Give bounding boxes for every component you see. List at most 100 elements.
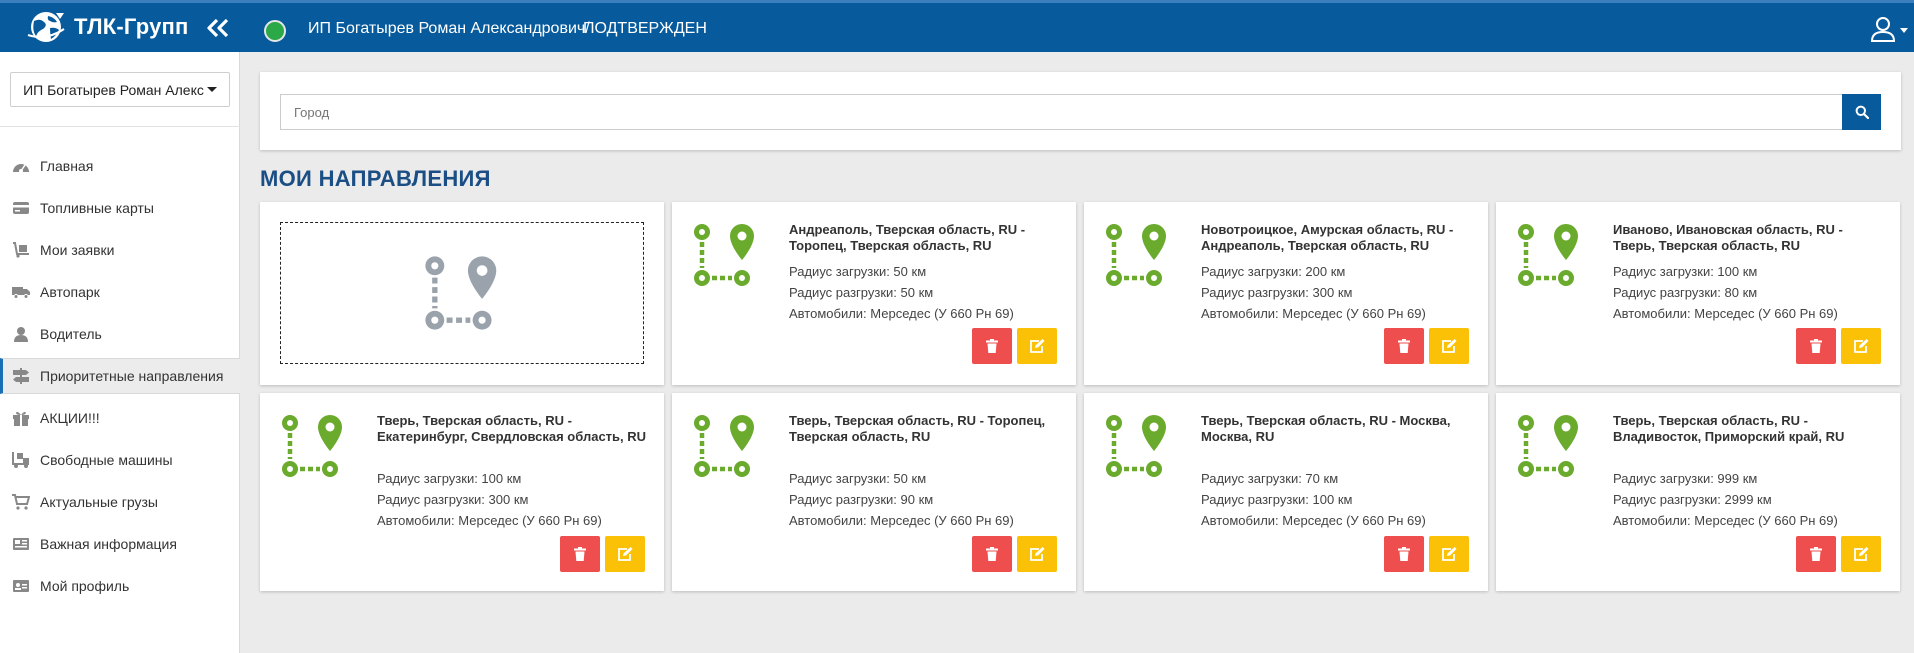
edit-route-button[interactable] xyxy=(1841,536,1881,572)
newspaper-icon xyxy=(13,538,29,550)
edit-route-button[interactable] xyxy=(1017,536,1057,572)
add-route-button[interactable] xyxy=(280,222,644,364)
city-search-input[interactable] xyxy=(280,94,1842,130)
dashboard-icon xyxy=(13,164,29,173)
company-select-value: ИП Богатырев Роман Алекс xyxy=(23,81,204,98)
edit-route-button[interactable] xyxy=(1841,328,1881,364)
collapse-sidebar-icon[interactable] xyxy=(205,16,231,40)
route-title: Андреаполь, Тверская область, RU - Тороп… xyxy=(789,222,1026,253)
route-icon xyxy=(694,224,754,286)
signpost-icon xyxy=(13,368,29,384)
caret-down-icon xyxy=(206,87,217,92)
company-select[interactable]: ИП Богатырев Роман Алекс xyxy=(10,72,230,107)
route-vehicles: Автомобили: Мерседес (У 660 Рн 69) xyxy=(1613,513,1838,528)
route-card: Иваново, Ивановская область, RU - Тверь,… xyxy=(1496,202,1900,385)
load-radius: Радиус загрузки: 70 км xyxy=(1201,471,1339,486)
route-title: Тверь, Тверская область, RU - Владивосто… xyxy=(1613,413,1845,444)
user-menu-icon[interactable] xyxy=(1869,15,1909,43)
sidebar: ИП Богатырев Роман Алекс Главная Топливн… xyxy=(0,52,240,653)
sidebar-item-fleet[interactable]: Автопарк xyxy=(0,274,240,310)
route-card: Тверь, Тверская область, RU - Торопец, Т… xyxy=(672,393,1076,591)
unload-radius: Радиус разгрузки: 2999 км xyxy=(1613,492,1772,507)
edit-icon xyxy=(1030,338,1045,353)
sidebar-item-priority-routes[interactable]: Приоритетные направления xyxy=(0,358,240,394)
owner-status: ПОДТВЕРЖДЕН xyxy=(583,20,707,37)
add-route-card xyxy=(260,202,664,385)
sidebar-item-free-vehicles[interactable]: Свободные машины xyxy=(0,442,240,478)
sidebar-item-current-cargo[interactable]: Актуальные грузы xyxy=(0,484,240,520)
sidebar-item-promotions[interactable]: АКЦИИ!!! xyxy=(0,400,240,436)
edit-route-button[interactable] xyxy=(1429,536,1469,572)
edit-icon xyxy=(618,546,633,561)
user-icon xyxy=(14,327,28,342)
delete-route-button[interactable] xyxy=(1384,536,1424,572)
sidebar-item-fuel-cards[interactable]: Топливные карты xyxy=(0,190,240,226)
top-bar: ТЛК-Групп ИП Богатырев Роман Александров… xyxy=(0,0,1914,52)
search-icon xyxy=(1855,105,1869,119)
route-card: Новотроицкое, Амурская область, RU - Анд… xyxy=(1084,202,1488,385)
route-title: Иваново, Ивановская область, RU - Тверь,… xyxy=(1613,222,1843,253)
route-vehicles: Автомобили: Мерседес (У 660 Рн 69) xyxy=(1613,306,1838,321)
route-icon xyxy=(1106,224,1166,286)
unload-radius: Радиус разгрузки: 300 км xyxy=(1201,285,1353,300)
credit-card-icon xyxy=(13,202,29,214)
edit-route-button[interactable] xyxy=(605,536,645,572)
sidebar-item-my-orders[interactable]: Мои заявки xyxy=(0,232,240,268)
route-icon xyxy=(1106,415,1166,477)
trash-icon xyxy=(1398,339,1410,353)
edit-route-button[interactable] xyxy=(1017,328,1057,364)
delete-route-button[interactable] xyxy=(972,536,1012,572)
sidebar-item-my-profile[interactable]: Мой профиль xyxy=(0,568,240,604)
route-title: Тверь, Тверская область, RU - Торопец, Т… xyxy=(789,413,1046,444)
sidebar-divider xyxy=(0,126,240,127)
trash-icon xyxy=(986,339,998,353)
route-icon xyxy=(1518,224,1578,286)
id-card-icon xyxy=(13,580,29,592)
load-radius: Радиус загрузки: 50 км xyxy=(789,471,927,486)
delete-route-button[interactable] xyxy=(972,328,1012,364)
load-radius: Радиус загрузки: 100 км xyxy=(1613,264,1758,279)
delete-route-button[interactable] xyxy=(560,536,600,572)
truck-loading-icon xyxy=(12,452,29,468)
sidebar-item-driver[interactable]: Водитель xyxy=(0,316,240,352)
trash-icon xyxy=(1398,547,1410,561)
unload-radius: Радиус разгрузки: 50 км xyxy=(789,285,934,300)
sidebar-item-home[interactable]: Главная xyxy=(0,148,240,184)
unload-radius: Радиус разгрузки: 90 км xyxy=(789,492,934,507)
edit-icon xyxy=(1442,338,1457,353)
load-radius: Радиус загрузки: 999 км xyxy=(1613,471,1758,486)
gift-icon xyxy=(13,411,29,426)
route-icon xyxy=(694,415,754,477)
brand-name: ТЛК-Групп xyxy=(74,14,189,39)
trash-icon xyxy=(574,547,586,561)
unload-radius: Радиус разгрузки: 100 км xyxy=(1201,492,1353,507)
search-button[interactable] xyxy=(1842,94,1881,130)
load-radius: Радиус загрузки: 50 км xyxy=(789,264,927,279)
delete-route-button[interactable] xyxy=(1384,328,1424,364)
delete-route-button[interactable] xyxy=(1796,328,1836,364)
delete-route-button[interactable] xyxy=(1796,536,1836,572)
load-radius: Радиус загрузки: 200 км xyxy=(1201,264,1346,279)
search-panel xyxy=(260,72,1901,150)
route-icon xyxy=(1518,415,1578,477)
trash-icon xyxy=(1810,547,1822,561)
edit-icon xyxy=(1030,546,1045,561)
route-add-icon xyxy=(425,256,497,330)
sidebar-item-important-info[interactable]: Важная информация xyxy=(0,526,240,562)
route-vehicles: Автомобили: Мерседес (У 660 Рн 69) xyxy=(1201,513,1426,528)
route-vehicles: Автомобили: Мерседес (У 660 Рн 69) xyxy=(789,306,1014,321)
dolly-icon xyxy=(13,242,29,258)
cart-icon xyxy=(12,494,30,510)
trash-icon xyxy=(1810,339,1822,353)
edit-icon xyxy=(1854,546,1869,561)
route-title: Тверь, Тверская область, RU - Екатеринбу… xyxy=(377,413,647,444)
edit-route-button[interactable] xyxy=(1429,328,1469,364)
route-title: Новотроицкое, Амурская область, RU - Анд… xyxy=(1201,222,1454,253)
logo[interactable]: ТЛК-Групп xyxy=(26,9,188,45)
status-indicator xyxy=(264,20,286,42)
route-vehicles: Автомобили: Мерседес (У 660 Рн 69) xyxy=(377,513,602,528)
route-title: Тверь, Тверская область, RU - Москва, Мо… xyxy=(1201,413,1451,444)
owner-name: ИП Богатырев Роман Александрович/ xyxy=(308,20,590,37)
globe-logo-icon xyxy=(27,12,65,42)
route-card: Тверь, Тверская область, RU - Екатеринбу… xyxy=(260,393,664,591)
